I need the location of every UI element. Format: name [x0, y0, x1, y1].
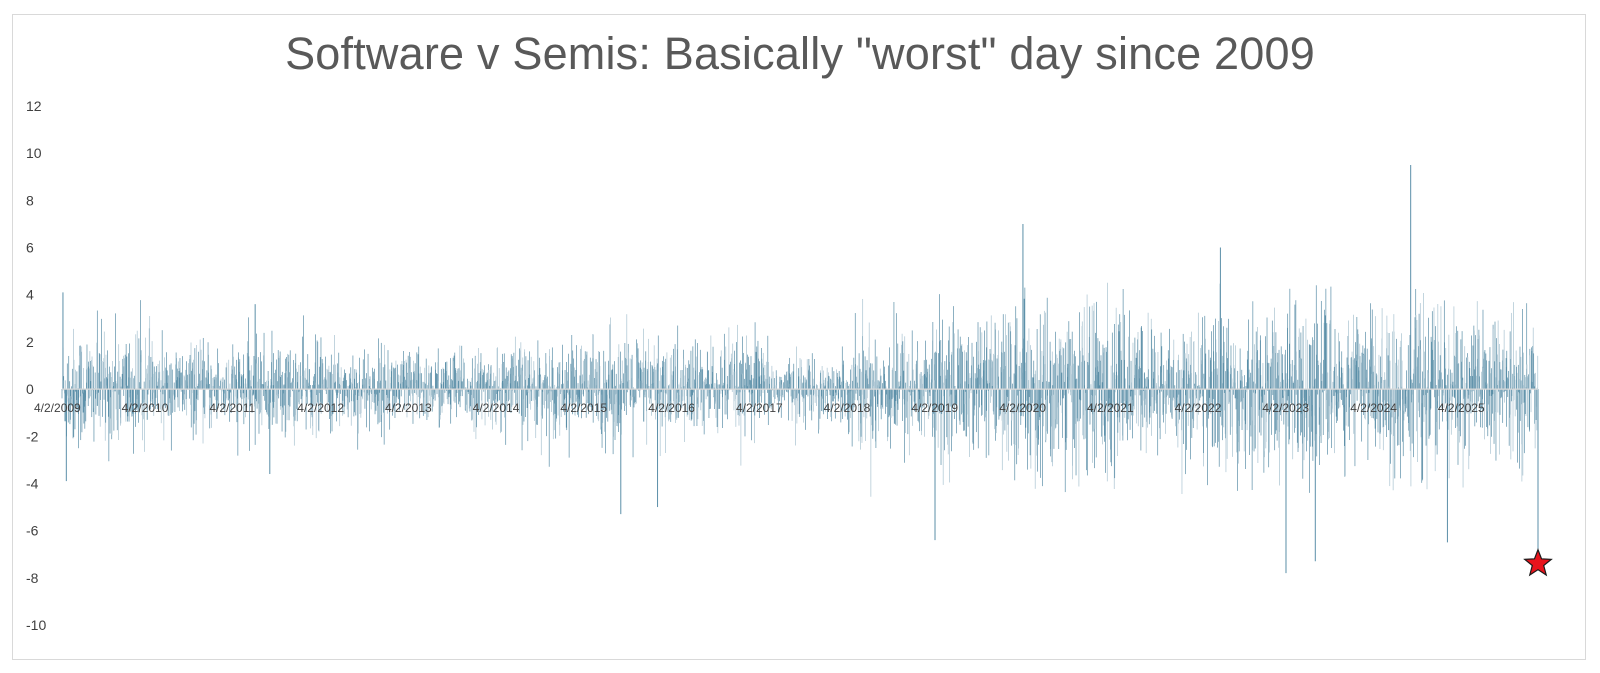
y-tick-label: -4: [26, 475, 39, 491]
x-tick-label: 4/2/2010: [122, 401, 169, 415]
x-tick-label: 4/2/2019: [911, 401, 958, 415]
x-tick-label: 4/2/2025: [1438, 401, 1485, 415]
y-tick-label: 12: [26, 98, 42, 114]
x-tick-label: 4/2/2022: [1175, 401, 1222, 415]
x-tick-label: 4/2/2015: [560, 401, 607, 415]
y-tick-label: -10: [26, 617, 46, 633]
y-tick-label: 4: [26, 287, 34, 303]
x-tick-label: 4/2/2013: [385, 401, 432, 415]
chart-title: Software v Semis: Basically "worst" day …: [285, 28, 1315, 79]
y-tick-label: 10: [26, 145, 42, 161]
x-tick-label: 4/2/2021: [1087, 401, 1134, 415]
x-tick-label: 4/2/2012: [297, 401, 344, 415]
y-tick-label: 8: [26, 192, 34, 208]
y-tick-label: -2: [26, 428, 39, 444]
star-marker: [1523, 547, 1553, 577]
x-tick-label: 4/2/2023: [1262, 401, 1309, 415]
x-tick-label: 4/2/2011: [209, 401, 255, 415]
y-tick-label: 0: [26, 381, 34, 397]
y-tick-label: 2: [26, 334, 34, 350]
y-tick-label: -6: [26, 523, 39, 539]
bar-series: [61, 164, 1539, 574]
x-tick-label: 4/2/2009: [34, 401, 81, 415]
x-tick-label: 4/2/2018: [824, 401, 871, 415]
chart-area: [12, 14, 1586, 660]
x-axis-labels: 4/2/2009 4/2/2010 4/2/2011 4/2/2012 4/2/2013…: [34, 401, 1485, 415]
y-tick-label: -8: [26, 570, 39, 586]
x-tick-label: 4/2/2016: [648, 401, 695, 415]
marker-layer: [1523, 547, 1553, 577]
x-tick-label: 4/2/2024: [1350, 401, 1397, 415]
y-axis: 12 10 8 6 4 2 0 -2 -4 -6 -8 -10: [26, 98, 46, 633]
x-tick-label: 4/2/2020: [999, 401, 1046, 415]
x-tick-label: 4/2/2017: [736, 401, 783, 415]
y-tick-label: 6: [26, 240, 34, 256]
x-tick-label: 4/2/2014: [473, 401, 520, 415]
